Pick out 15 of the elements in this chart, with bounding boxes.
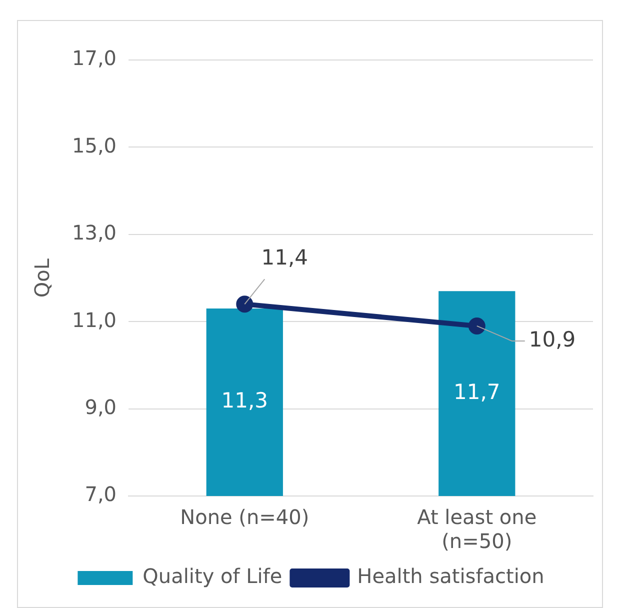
data-label: 11,7 [454, 380, 500, 404]
legend-label: Quality of Life [142, 564, 282, 588]
y-tick-label: 11,0 [72, 308, 117, 332]
legend-label: Health satisfaction [357, 564, 544, 588]
x-tick-label: At least one (n=50) [417, 505, 537, 554]
y-tick-label: 7,0 [84, 482, 117, 506]
data-label: 11,3 [221, 388, 268, 413]
y-tick-label: 15,0 [72, 133, 117, 158]
y-tick-label: 13,0 [72, 220, 117, 245]
y-axis-title: QoL [30, 258, 54, 298]
data-label: 11,4 [261, 246, 308, 270]
y-tick-label: 17,0 [72, 46, 117, 70]
x-tick-label: None (n=40) [180, 505, 310, 530]
data-label: 10,9 [528, 327, 576, 352]
y-tick-label: 9,0 [84, 395, 117, 420]
